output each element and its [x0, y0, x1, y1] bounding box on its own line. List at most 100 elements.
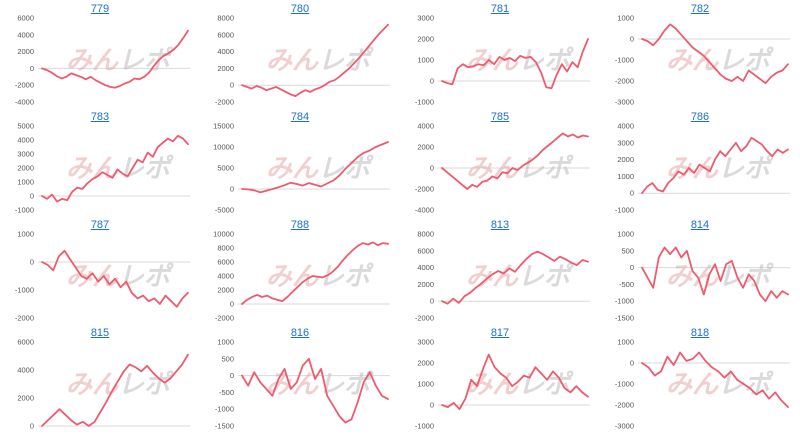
series-line	[241, 357, 389, 424]
watermark-text-2: レポ	[118, 370, 174, 400]
y-tick-label: 1000	[617, 338, 634, 347]
y-tick-label: -1000	[615, 380, 634, 389]
chart-panel: -3000 -2000 -1000 0 1000 みん レポ 782	[600, 0, 800, 108]
watermark-text-2: レポ	[118, 46, 174, 76]
y-tick-label: -1000	[215, 405, 234, 414]
chart-panel: -2000 0 2000 4000 6000 8000 みん レポ 780	[200, 0, 400, 108]
chart-title-link[interactable]: 818	[690, 327, 710, 339]
chart-title-link[interactable]: 780	[290, 3, 310, 15]
y-tick-label: 1000	[17, 230, 34, 239]
y-tick-label: 1000	[617, 230, 634, 239]
chart-panel: -2000 -1000 0 1000 みん レポ 787	[0, 216, 200, 324]
chart-panel: -1500 -1000 -500 0 500 1000 みん レポ 814	[600, 216, 800, 324]
y-tick-label: -5000	[215, 206, 234, 215]
y-tick-label: 0	[630, 35, 634, 44]
watermark-text-2: レポ	[518, 46, 574, 76]
chart-title-link[interactable]: 781	[490, 3, 510, 15]
y-tick-label: -3000	[615, 422, 634, 431]
chart-panel: -1000 0 1000 2000 3000 みん レポ 817	[400, 324, 600, 432]
y-tick-label: -1000	[415, 98, 434, 107]
y-tick-label: 2000	[417, 280, 434, 289]
y-tick-label: 6000	[17, 338, 34, 347]
y-tick-label: -1000	[415, 422, 434, 431]
chart-title-link[interactable]: 815	[90, 327, 110, 339]
y-tick-label: 6000	[217, 258, 234, 267]
series-line	[641, 351, 789, 408]
y-tick-label: 0	[30, 422, 34, 431]
y-tick-label: 10000	[213, 143, 234, 152]
chart-title-link[interactable]: 814	[690, 219, 710, 231]
chart-title-link[interactable]: 786	[690, 111, 710, 123]
chart-panel: -1000 0 1000 2000 3000 4000 5000 みん レポ 783	[0, 108, 200, 216]
y-tick-label: 0	[230, 371, 234, 380]
watermark-text-2: レポ	[518, 262, 574, 292]
watermark-text-2: レポ	[118, 262, 174, 292]
y-tick-label: -1000	[615, 297, 634, 306]
y-tick-label: 1000	[17, 178, 34, 187]
y-tick-label: -2000	[415, 185, 434, 194]
y-tick-label: -1000	[615, 56, 634, 65]
y-tick-label: 0	[30, 192, 34, 201]
y-tick-label: 0	[430, 164, 434, 173]
watermark-text-2: レポ	[718, 46, 774, 76]
series-line	[41, 353, 189, 427]
y-tick-label: -3000	[615, 98, 634, 107]
y-tick-label: -1000	[615, 206, 634, 215]
chart-title-link[interactable]: 813	[490, 219, 510, 231]
y-tick-label: 2000	[217, 64, 234, 73]
series-line	[441, 132, 589, 190]
y-tick-label: 4000	[617, 122, 634, 131]
watermark-text-2: レポ	[318, 262, 374, 292]
y-tick-label: 0	[430, 297, 434, 306]
y-tick-label: 0	[230, 185, 234, 194]
y-tick-label: 0	[230, 81, 234, 90]
y-tick-label: 0	[30, 64, 34, 73]
chart-title-link[interactable]: 787	[90, 219, 110, 231]
series-line	[41, 29, 189, 89]
y-tick-label: 6000	[17, 14, 34, 23]
chart-title-link[interactable]: 788	[290, 219, 310, 231]
y-tick-label: 6000	[217, 30, 234, 39]
chart-title-link[interactable]: 816	[290, 327, 310, 339]
watermark-text-1: みん	[666, 262, 719, 292]
chart-title-link[interactable]: 779	[90, 3, 110, 15]
y-tick-label: 2000	[417, 359, 434, 368]
y-tick-label: 1000	[417, 380, 434, 389]
y-tick-label: -2000	[215, 98, 234, 107]
chart-svg: -1500 -1000 -500 0 500 1000 みん レポ	[615, 230, 790, 323]
chart-panel: -1000 0 1000 2000 3000 4000 みん レポ 786	[600, 108, 800, 216]
y-tick-label: 4000	[417, 122, 434, 131]
series-line	[641, 136, 789, 195]
watermark-text-1: みん	[66, 46, 119, 76]
chart-title-link[interactable]: 784	[290, 111, 310, 123]
y-tick-label: -2000	[15, 81, 34, 90]
y-tick-label: -1000	[15, 286, 34, 295]
y-tick-label: -2000	[15, 314, 34, 323]
y-tick-label: 2000	[617, 155, 634, 164]
chart-title-link[interactable]: 782	[690, 3, 710, 15]
series-line	[641, 23, 789, 84]
watermark-text-2: レポ	[718, 154, 774, 184]
y-tick-label: -2000	[615, 77, 634, 86]
watermark-text-1: みん	[266, 154, 319, 184]
y-tick-label: 4000	[17, 30, 34, 39]
watermark-text-1: みん	[466, 262, 519, 292]
y-tick-label: 1000	[417, 56, 434, 65]
y-tick-label: 10000	[213, 230, 234, 239]
y-tick-label: 4000	[217, 272, 234, 281]
series-line	[441, 353, 589, 411]
y-tick-label: 500	[221, 354, 234, 363]
y-tick-label: 4000	[417, 263, 434, 272]
chart-title-link[interactable]: 783	[90, 111, 110, 123]
chart-title-link[interactable]: 817	[490, 327, 510, 339]
chart-title-link[interactable]: 785	[490, 111, 510, 123]
series-line	[41, 134, 189, 203]
